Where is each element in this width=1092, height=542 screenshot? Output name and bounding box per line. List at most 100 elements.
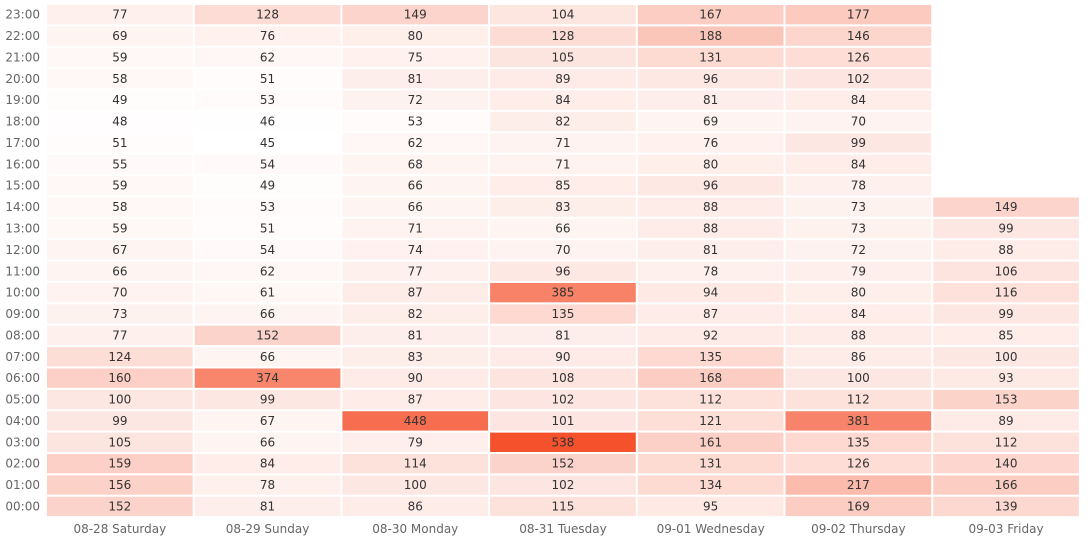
heatmap-cell[interactable]: [194, 432, 341, 452]
heatmap-cell[interactable]: [342, 5, 489, 25]
heatmap-cell[interactable]: [342, 411, 489, 431]
heatmap-cell[interactable]: [933, 197, 1079, 217]
heatmap-cell[interactable]: [47, 325, 193, 346]
heatmap-cell[interactable]: [47, 368, 193, 388]
heatmap-cell[interactable]: [47, 26, 193, 46]
heatmap-cell[interactable]: [637, 154, 784, 175]
heatmap-cell[interactable]: [194, 304, 341, 324]
heatmap-cell[interactable]: [194, 133, 341, 153]
heatmap-cell[interactable]: [194, 496, 341, 517]
heatmap-cell[interactable]: [47, 5, 193, 25]
heatmap-cell[interactable]: [47, 411, 193, 431]
heatmap-cell[interactable]: [490, 133, 636, 153]
heatmap-cell[interactable]: [47, 347, 193, 367]
heatmap-cell[interactable]: [490, 475, 636, 495]
heatmap-cell[interactable]: [637, 453, 784, 474]
heatmap-cell[interactable]: [194, 240, 341, 260]
heatmap-cell[interactable]: [47, 389, 193, 410]
heatmap-cell[interactable]: [785, 496, 932, 517]
heatmap-cell[interactable]: [490, 325, 636, 346]
heatmap-cell[interactable]: [194, 218, 341, 239]
heatmap-cell[interactable]: [194, 176, 341, 196]
heatmap-cell[interactable]: [637, 304, 784, 324]
heatmap-cell[interactable]: [47, 197, 193, 217]
heatmap-cell[interactable]: [47, 496, 193, 517]
heatmap-cell[interactable]: [785, 111, 932, 132]
heatmap-cell[interactable]: [785, 325, 932, 346]
heatmap-cell[interactable]: [637, 432, 784, 452]
heatmap-cell[interactable]: [47, 176, 193, 196]
heatmap-cell[interactable]: [637, 368, 784, 388]
heatmap-cell[interactable]: [490, 261, 636, 281]
heatmap-cell[interactable]: [637, 282, 784, 303]
heatmap-cell[interactable]: [47, 432, 193, 452]
heatmap-cell[interactable]: [490, 240, 636, 260]
heatmap-cell[interactable]: [342, 133, 489, 153]
heatmap-cell[interactable]: [47, 133, 193, 153]
heatmap-cell[interactable]: [637, 411, 784, 431]
heatmap-cell[interactable]: [194, 282, 341, 303]
heatmap-cell[interactable]: [47, 47, 193, 68]
heatmap-cell[interactable]: [342, 347, 489, 367]
heatmap-cell[interactable]: [637, 26, 784, 46]
heatmap-cell[interactable]: [342, 26, 489, 46]
heatmap-cell[interactable]: [637, 496, 784, 517]
heatmap-cell[interactable]: [933, 347, 1079, 367]
heatmap-cell[interactable]: [637, 111, 784, 132]
heatmap-cell[interactable]: [637, 176, 784, 196]
heatmap-cell[interactable]: [194, 325, 341, 346]
heatmap-cell[interactable]: [194, 261, 341, 281]
heatmap-cell[interactable]: [194, 69, 341, 89]
heatmap-cell[interactable]: [194, 347, 341, 367]
heatmap-cell[interactable]: [47, 453, 193, 474]
heatmap-cell[interactable]: [194, 5, 341, 25]
heatmap-cell[interactable]: [490, 111, 636, 132]
heatmap-cell[interactable]: [933, 475, 1079, 495]
heatmap-cell[interactable]: [342, 432, 489, 452]
heatmap-cell[interactable]: [490, 368, 636, 388]
heatmap-cell[interactable]: [490, 47, 636, 68]
heatmap-cell[interactable]: [194, 47, 341, 68]
heatmap-cell[interactable]: [194, 475, 341, 495]
heatmap-cell[interactable]: [637, 47, 784, 68]
heatmap-cell[interactable]: [933, 496, 1079, 517]
heatmap-cell[interactable]: [637, 240, 784, 260]
heatmap-cell[interactable]: [194, 389, 341, 410]
heatmap-cell[interactable]: [47, 282, 193, 303]
heatmap-cell[interactable]: [490, 218, 636, 239]
heatmap-cell[interactable]: [637, 90, 784, 110]
heatmap-cell[interactable]: [47, 218, 193, 239]
heatmap-cell[interactable]: [785, 411, 932, 431]
heatmap-cell[interactable]: [47, 240, 193, 260]
heatmap-cell[interactable]: [785, 90, 932, 110]
heatmap-cell[interactable]: [342, 176, 489, 196]
heatmap-cell[interactable]: [933, 240, 1079, 260]
heatmap-cell[interactable]: [342, 389, 489, 410]
heatmap-cell[interactable]: [785, 154, 932, 175]
heatmap-cell[interactable]: [342, 69, 489, 89]
heatmap-cell[interactable]: [637, 5, 784, 25]
heatmap-cell[interactable]: [933, 453, 1079, 474]
heatmap-cell[interactable]: [933, 368, 1079, 388]
heatmap-cell[interactable]: [47, 475, 193, 495]
heatmap-cell[interactable]: [194, 90, 341, 110]
heatmap-cell[interactable]: [785, 69, 932, 89]
heatmap-cell[interactable]: [933, 261, 1079, 281]
heatmap-cell[interactable]: [490, 69, 636, 89]
heatmap-cell[interactable]: [637, 133, 784, 153]
heatmap-cell[interactable]: [785, 304, 932, 324]
heatmap-cell[interactable]: [637, 389, 784, 410]
heatmap-cell[interactable]: [490, 347, 636, 367]
heatmap-cell[interactable]: [933, 218, 1079, 239]
heatmap-cell[interactable]: [490, 176, 636, 196]
heatmap-cell[interactable]: [785, 282, 932, 303]
heatmap-cell[interactable]: [342, 325, 489, 346]
heatmap-cell[interactable]: [933, 282, 1079, 303]
heatmap-cell[interactable]: [785, 176, 932, 196]
heatmap-cell[interactable]: [785, 475, 932, 495]
heatmap-cell[interactable]: [785, 389, 932, 410]
heatmap-cell[interactable]: [490, 90, 636, 110]
heatmap-cell[interactable]: [785, 261, 932, 281]
heatmap-cell[interactable]: [47, 111, 193, 132]
heatmap-cell[interactable]: [637, 325, 784, 346]
